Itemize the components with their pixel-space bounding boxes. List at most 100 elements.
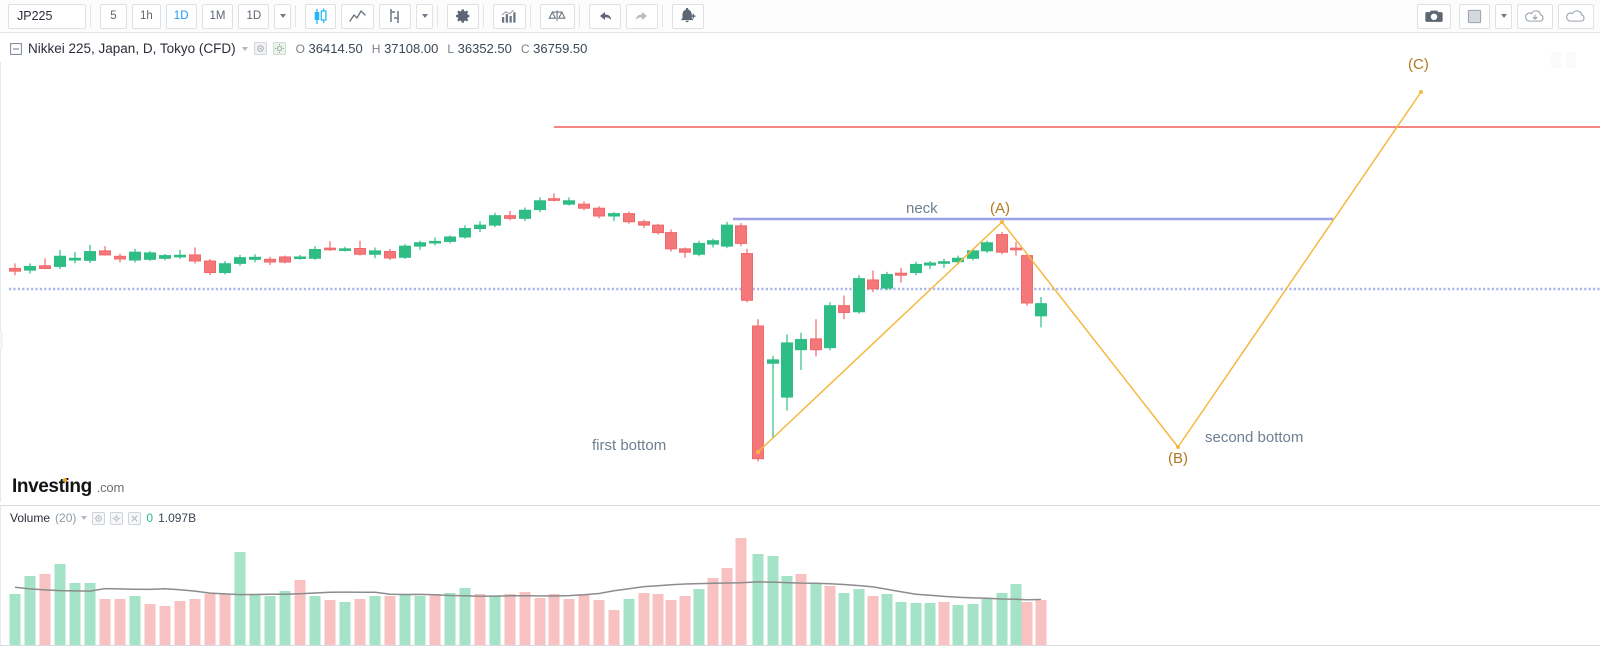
chevron-down-icon[interactable] bbox=[241, 46, 248, 51]
volume-bar bbox=[924, 603, 936, 645]
indicators-button[interactable] bbox=[493, 3, 527, 29]
eye-icon[interactable] bbox=[92, 511, 106, 525]
volume-bar bbox=[853, 589, 865, 645]
collapse-pane-icon[interactable] bbox=[10, 42, 22, 55]
price-candlestick-svg bbox=[9, 90, 1600, 462]
price-chart-pane[interactable] bbox=[0, 62, 1600, 502]
volume-bar bbox=[369, 596, 381, 645]
volume-bar bbox=[129, 596, 141, 645]
volume-bar bbox=[881, 594, 893, 645]
volume-moving-average-line bbox=[14, 581, 1042, 601]
snapshot-button[interactable] bbox=[1417, 3, 1451, 29]
candle bbox=[838, 295, 850, 320]
series-settings-icon[interactable] bbox=[272, 42, 286, 55]
compare-button[interactable] bbox=[540, 3, 576, 29]
volume-bar bbox=[1021, 602, 1033, 645]
save-chart-button[interactable] bbox=[1517, 3, 1553, 29]
volume-bar bbox=[938, 602, 950, 645]
camera-icon bbox=[1425, 10, 1443, 22]
candle bbox=[1035, 296, 1047, 328]
volume-bar bbox=[24, 576, 36, 645]
symbol-title[interactable]: Nikkei 225, Japan, D, Tokyo (CFD) bbox=[28, 41, 236, 56]
projection-anchor-point[interactable] bbox=[1176, 445, 1180, 449]
volume-bar bbox=[279, 591, 291, 645]
gear-icon[interactable] bbox=[110, 511, 124, 525]
annotation-a[interactable]: (A) bbox=[990, 200, 1010, 217]
load-chart-button[interactable] bbox=[1558, 3, 1594, 29]
top-toolbar: JP225 5 1h 1D 1M 1D bbox=[0, 0, 1600, 33]
volume-bar bbox=[781, 576, 793, 645]
volume-bar bbox=[354, 599, 366, 645]
chart-style-dropdown-button[interactable] bbox=[416, 3, 434, 29]
interval-selected-button[interactable]: 1D bbox=[238, 3, 270, 29]
interval-dropdown-button[interactable] bbox=[274, 3, 292, 29]
candle bbox=[741, 248, 753, 303]
interval-1h-label: 1h bbox=[140, 10, 153, 22]
projection-segment[interactable] bbox=[1001, 221, 1179, 448]
volume-bar bbox=[1035, 600, 1047, 645]
alert-button[interactable] bbox=[672, 3, 705, 29]
layout-dropdown-button[interactable] bbox=[1495, 3, 1512, 29]
interval-1mo-button[interactable]: 1M bbox=[201, 3, 234, 29]
undo-button[interactable] bbox=[589, 3, 622, 29]
volume-bar bbox=[910, 603, 922, 645]
volume-pane[interactable] bbox=[0, 505, 1600, 645]
annotation-neck[interactable]: neck bbox=[906, 200, 938, 217]
symbol-input[interactable]: JP225 bbox=[8, 3, 86, 29]
toggle-visibility-icon[interactable] bbox=[253, 42, 267, 55]
annotation-first-bottom[interactable]: first bottom bbox=[592, 437, 667, 454]
interval-1d-button[interactable]: 1D bbox=[165, 3, 197, 29]
logo-dot-icon bbox=[62, 477, 67, 482]
volume-name[interactable]: Volume bbox=[10, 511, 51, 525]
volume-bar bbox=[693, 589, 705, 645]
chart-type-bars-button[interactable] bbox=[379, 3, 412, 29]
volume-bar bbox=[69, 583, 81, 645]
volume-bar bbox=[652, 594, 664, 645]
redo-button[interactable] bbox=[626, 3, 659, 29]
candle bbox=[752, 319, 764, 462]
candle bbox=[69, 252, 81, 264]
interval-5m-button[interactable]: 5 bbox=[100, 3, 127, 29]
volume-bar bbox=[838, 593, 850, 645]
candle bbox=[489, 212, 501, 228]
candle bbox=[563, 197, 575, 206]
line-chart-icon bbox=[349, 10, 366, 22]
candle bbox=[735, 223, 747, 247]
candle bbox=[399, 244, 411, 259]
projection-segment[interactable] bbox=[1177, 91, 1422, 448]
chart-type-candlestick-button[interactable] bbox=[305, 3, 337, 29]
chart-type-line-button[interactable] bbox=[341, 3, 375, 29]
projection-anchor-point[interactable] bbox=[1000, 220, 1004, 224]
logo-suffix: .com bbox=[96, 480, 125, 495]
layout-button[interactable] bbox=[1459, 3, 1490, 29]
projection-anchor-point[interactable] bbox=[1419, 90, 1423, 94]
candle bbox=[444, 235, 456, 244]
close-value: 36759.50 bbox=[533, 41, 588, 56]
volume-bar bbox=[309, 596, 321, 645]
candle bbox=[369, 247, 381, 259]
volume-bar bbox=[54, 564, 66, 645]
interval-1h-button[interactable]: 1h bbox=[132, 3, 161, 29]
close-icon[interactable] bbox=[128, 511, 142, 525]
annotation-b[interactable]: (B) bbox=[1168, 450, 1188, 467]
symbol-text: JP225 bbox=[17, 9, 53, 23]
chevron-down-icon[interactable] bbox=[81, 516, 88, 520]
volume-bar bbox=[399, 594, 411, 645]
annotation-c[interactable]: (C) bbox=[1408, 56, 1429, 73]
volume-bar bbox=[721, 568, 733, 645]
candle bbox=[910, 261, 922, 276]
projection-anchor-point[interactable] bbox=[756, 450, 760, 454]
volume-bar bbox=[504, 594, 516, 645]
volume-bar bbox=[219, 594, 231, 645]
candle bbox=[204, 258, 216, 276]
annotation-second-bottom[interactable]: second bottom bbox=[1205, 429, 1304, 446]
candle bbox=[339, 246, 351, 252]
projection-segment[interactable] bbox=[757, 221, 1003, 453]
volume-bar bbox=[981, 599, 993, 645]
candle bbox=[981, 240, 993, 253]
toolbar-divider-3 bbox=[437, 5, 439, 27]
candle bbox=[1010, 242, 1022, 256]
candle bbox=[144, 250, 156, 262]
chart-settings-button[interactable] bbox=[447, 3, 480, 29]
volume-bar bbox=[474, 594, 486, 645]
